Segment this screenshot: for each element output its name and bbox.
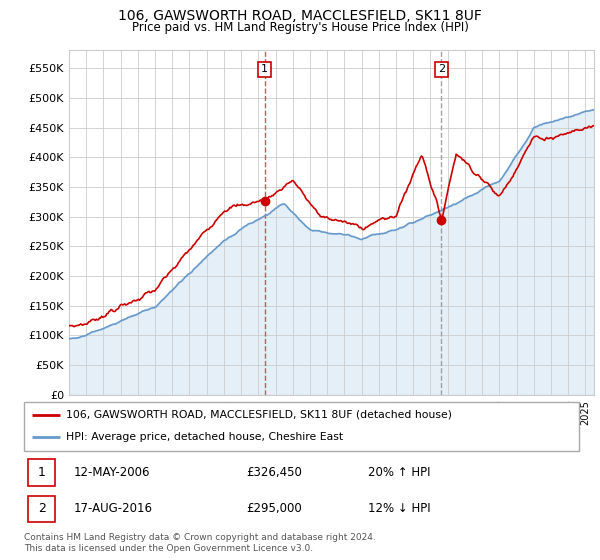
- Text: HPI: Average price, detached house, Cheshire East: HPI: Average price, detached house, Ches…: [65, 432, 343, 442]
- Text: 2: 2: [38, 502, 46, 515]
- Text: 1: 1: [261, 64, 268, 74]
- Text: Contains HM Land Registry data © Crown copyright and database right 2024.
This d: Contains HM Land Registry data © Crown c…: [24, 533, 376, 553]
- Text: Price paid vs. HM Land Registry's House Price Index (HPI): Price paid vs. HM Land Registry's House …: [131, 21, 469, 34]
- Text: £326,450: £326,450: [246, 466, 302, 479]
- Text: 20% ↑ HPI: 20% ↑ HPI: [368, 466, 431, 479]
- Text: 106, GAWSWORTH ROAD, MACCLESFIELD, SK11 8UF: 106, GAWSWORTH ROAD, MACCLESFIELD, SK11 …: [118, 9, 482, 23]
- Bar: [28, 459, 55, 486]
- Text: 1: 1: [38, 466, 46, 479]
- Text: £295,000: £295,000: [246, 502, 302, 515]
- Text: 12-MAY-2006: 12-MAY-2006: [74, 466, 151, 479]
- Bar: [28, 496, 55, 522]
- Text: 17-AUG-2016: 17-AUG-2016: [74, 502, 153, 515]
- Text: 2: 2: [438, 64, 445, 74]
- Text: 12% ↓ HPI: 12% ↓ HPI: [368, 502, 431, 515]
- Text: 106, GAWSWORTH ROAD, MACCLESFIELD, SK11 8UF (detached house): 106, GAWSWORTH ROAD, MACCLESFIELD, SK11 …: [65, 410, 452, 420]
